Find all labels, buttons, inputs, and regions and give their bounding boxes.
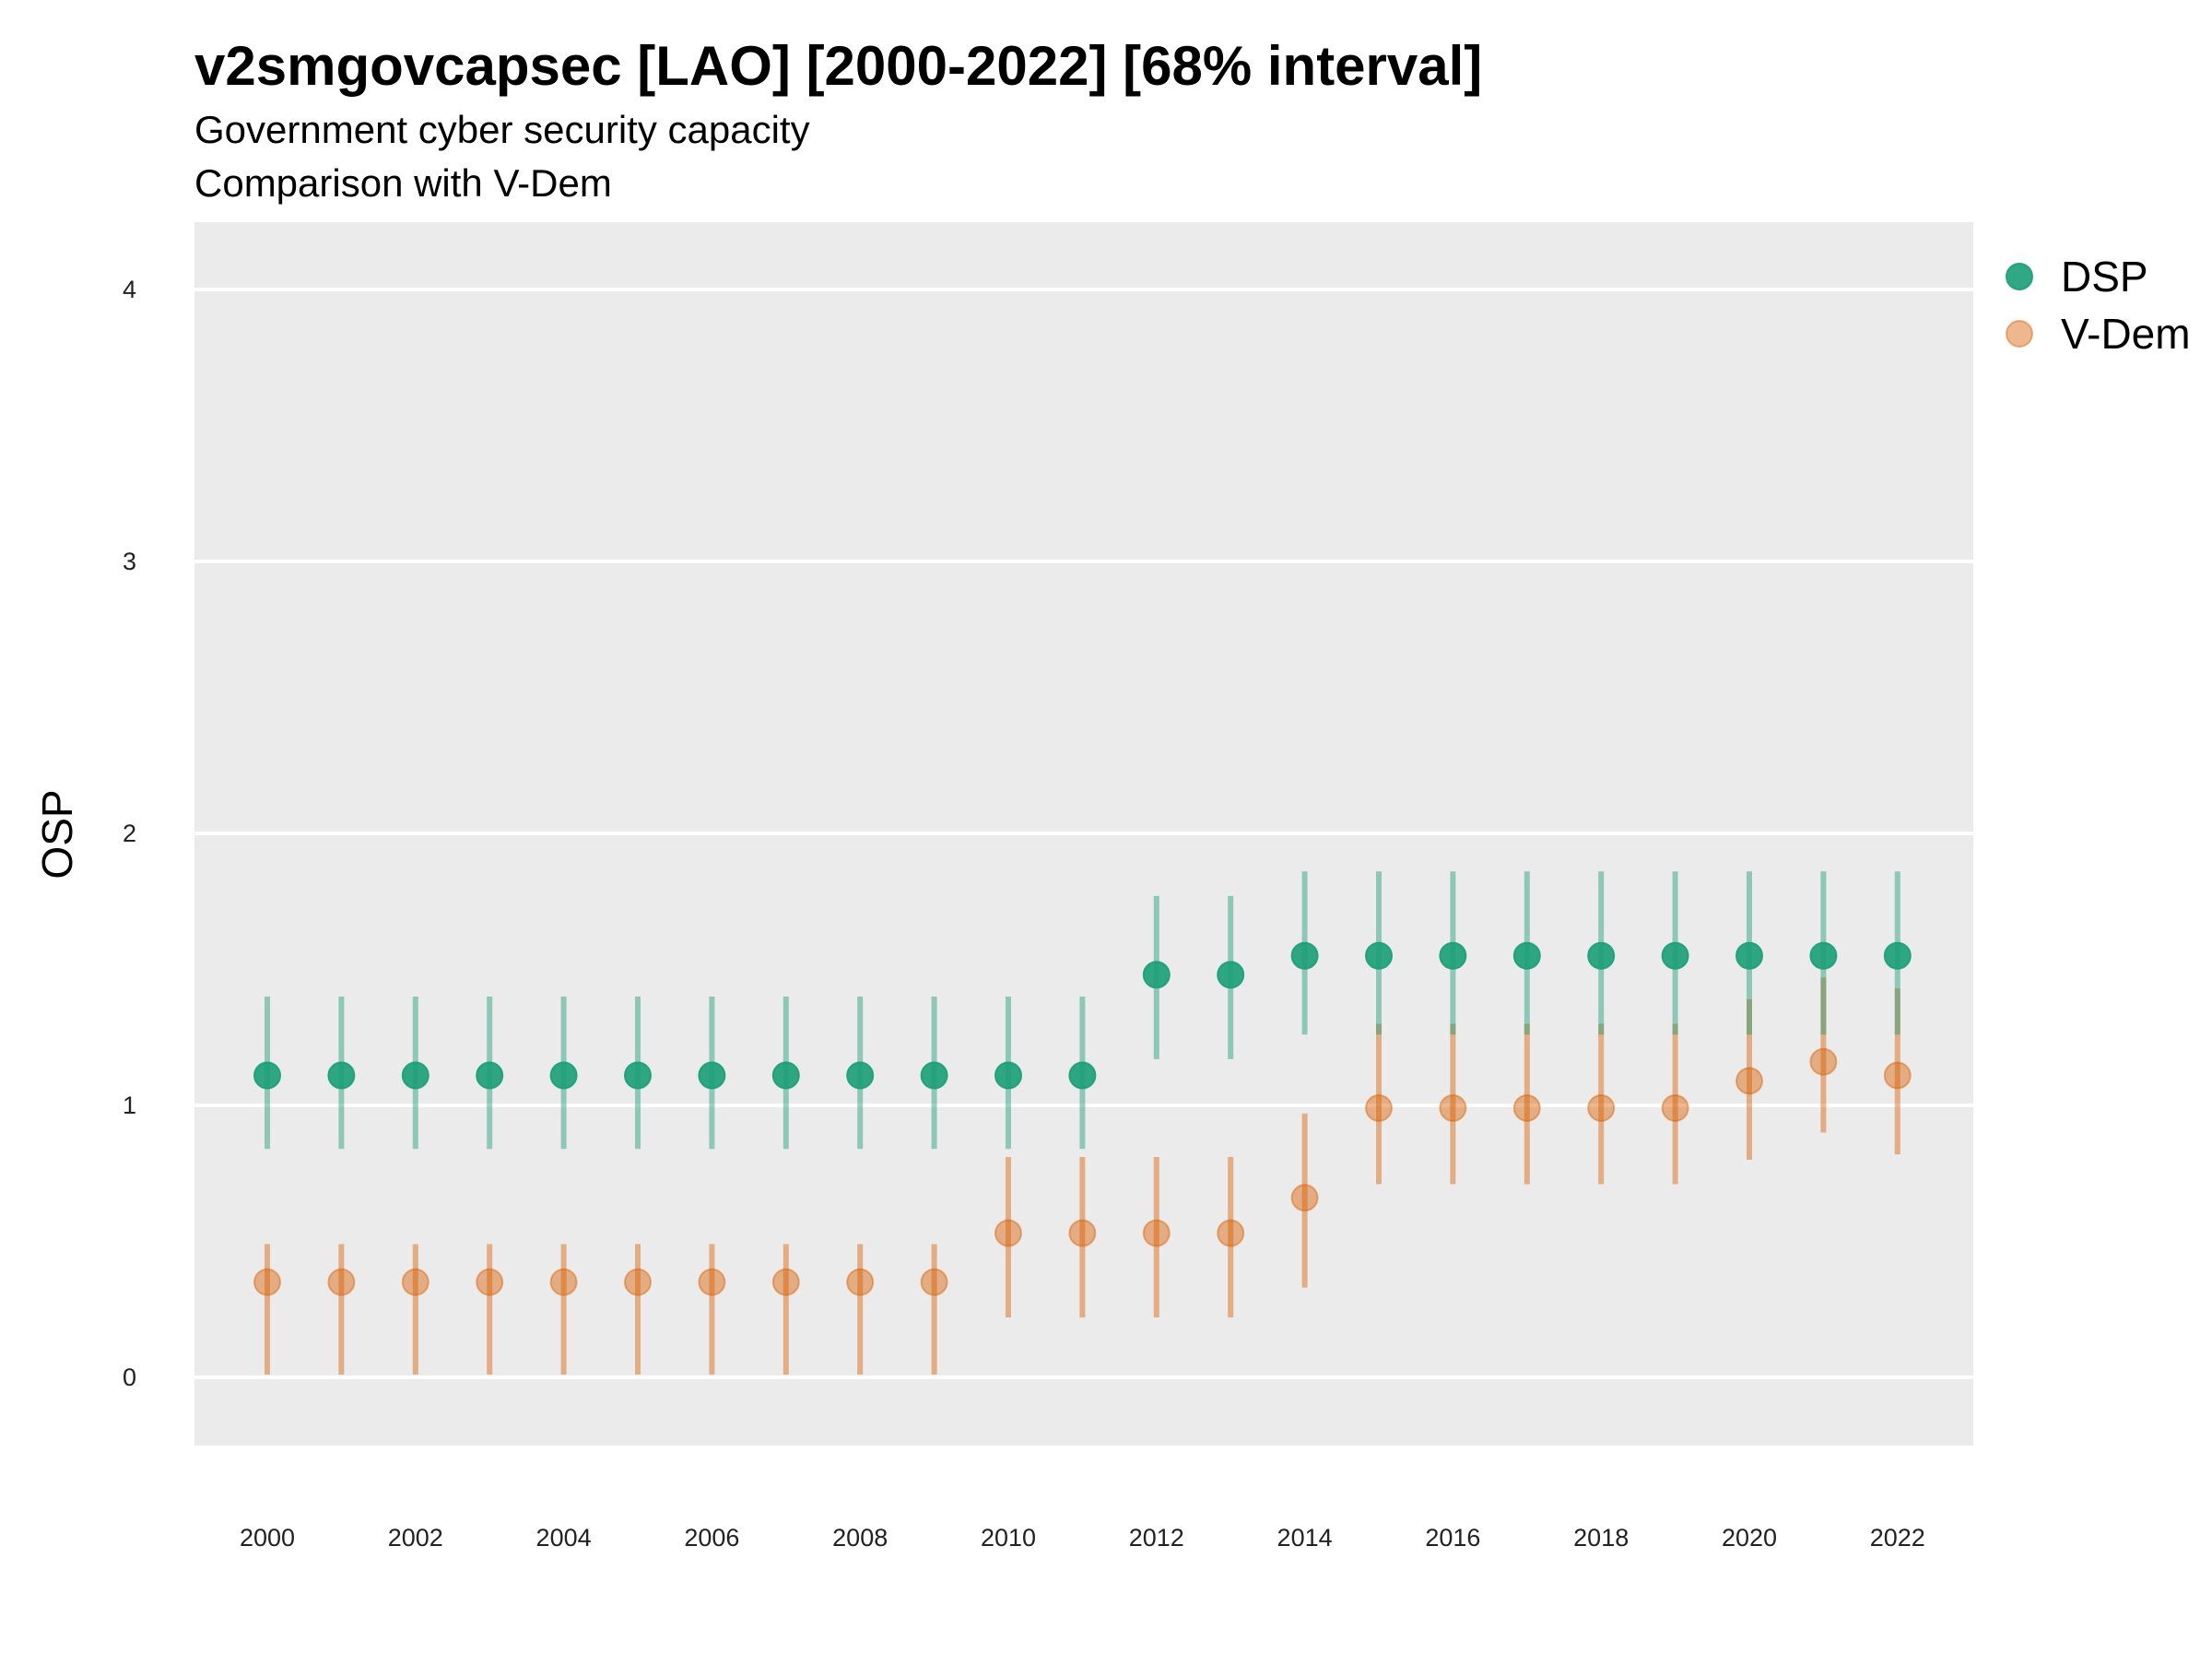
dsp-point xyxy=(624,1061,652,1090)
x-axis-ticks: 2000 2002 2004 2006 2008 2010 2012 2014 2016 2018… xyxy=(240,1524,1925,1552)
y-tick-label: 0 xyxy=(123,1363,136,1391)
x-tick-label: 2010 xyxy=(981,1524,1036,1552)
dsp-point xyxy=(549,1061,578,1090)
x-tick-label: 2002 xyxy=(388,1524,443,1552)
dsp-point xyxy=(476,1061,504,1090)
v-dem-point xyxy=(476,1268,504,1296)
v-dem-point xyxy=(1217,1219,1245,1247)
v-dem-point xyxy=(1365,1093,1393,1122)
v-dem-point xyxy=(1512,1093,1541,1122)
dsp-point xyxy=(1735,941,1763,970)
v-dem-point xyxy=(1068,1219,1097,1247)
dsp-point xyxy=(1290,941,1319,970)
legend-key-v-dem xyxy=(2006,320,2033,348)
dsp-point xyxy=(253,1061,281,1090)
dsp-point xyxy=(994,1061,1022,1090)
v-dem-point xyxy=(624,1268,652,1296)
v-dem-point xyxy=(771,1268,800,1296)
chart-title: v2smgovcapsec [LAO] [2000-2022] [68% int… xyxy=(194,35,1482,97)
v-dem-point xyxy=(698,1268,726,1296)
dsp-point xyxy=(1661,941,1689,970)
x-tick-label: 2012 xyxy=(1129,1524,1184,1552)
chart-subtitle: Government cyber security capacity xyxy=(194,108,810,151)
data-marks xyxy=(253,871,1912,1375)
dsp-point xyxy=(1142,961,1171,989)
x-tick-label: 2000 xyxy=(240,1524,295,1552)
dsp-point xyxy=(327,1061,356,1090)
x-tick-label: 2018 xyxy=(1573,1524,1629,1552)
x-tick-label: 2022 xyxy=(1870,1524,1925,1552)
dsp-point xyxy=(1883,941,1912,970)
v-dem-point xyxy=(1735,1067,1763,1095)
x-tick-label: 2008 xyxy=(832,1524,888,1552)
v-dem-point xyxy=(1809,1047,1838,1076)
y-tick-label: 3 xyxy=(123,548,136,575)
v-dem-point xyxy=(327,1268,356,1296)
dsp-point xyxy=(1217,961,1245,989)
x-tick-label: 2014 xyxy=(1277,1524,1333,1552)
gridlines xyxy=(194,288,1973,1379)
x-tick-label: 2016 xyxy=(1425,1524,1480,1552)
dsp-point xyxy=(1365,941,1393,970)
legend-label-v-dem: V-Dem xyxy=(2061,310,2191,358)
x-tick-label: 2006 xyxy=(684,1524,739,1552)
v-dem-point xyxy=(253,1268,281,1296)
y-tick-label: 2 xyxy=(123,820,136,847)
dsp-point xyxy=(1439,941,1467,970)
legend: DSP V-Dem xyxy=(2006,253,2191,358)
y-axis-title: OSP xyxy=(33,789,81,879)
dsp-point xyxy=(1587,941,1616,970)
x-tick-label: 2004 xyxy=(536,1524,592,1552)
dsp-point xyxy=(920,1061,948,1090)
y-tick-label: 1 xyxy=(123,1092,136,1119)
chart-subtitle-comparison: Comparison with V-Dem xyxy=(194,161,612,205)
dsp-point xyxy=(401,1061,429,1090)
v-dem-point xyxy=(401,1268,429,1296)
v-dem-point xyxy=(1883,1061,1912,1090)
legend-key-dsp xyxy=(2006,263,2033,290)
dsp-point xyxy=(771,1061,800,1090)
dsp-point xyxy=(1512,941,1541,970)
dsp-point xyxy=(1809,941,1838,970)
dsp-point xyxy=(698,1061,726,1090)
v-dem-point xyxy=(1587,1093,1616,1122)
v-dem-point xyxy=(994,1219,1022,1247)
v-dem-point xyxy=(846,1268,875,1296)
dsp-point xyxy=(846,1061,875,1090)
v-dem-point xyxy=(920,1268,948,1296)
v-dem-point xyxy=(1661,1093,1689,1122)
v-dem-point xyxy=(549,1268,578,1296)
y-tick-label: 4 xyxy=(123,276,136,303)
dsp-point xyxy=(1068,1061,1097,1090)
v-dem-point xyxy=(1290,1184,1319,1212)
x-tick-label: 2020 xyxy=(1722,1524,1777,1552)
v-dem-point xyxy=(1439,1093,1467,1122)
legend-label-dsp: DSP xyxy=(2061,253,2148,301)
y-axis-ticks: 0 1 2 3 4 xyxy=(123,276,136,1391)
v-dem-point xyxy=(1142,1219,1171,1247)
